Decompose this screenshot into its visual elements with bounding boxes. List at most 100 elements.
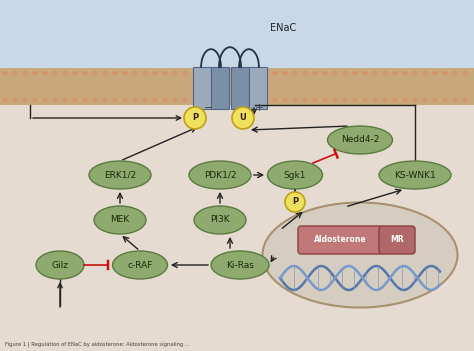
Circle shape <box>453 98 457 102</box>
Ellipse shape <box>379 161 451 189</box>
Circle shape <box>383 98 388 102</box>
Ellipse shape <box>89 161 151 189</box>
Circle shape <box>273 71 277 75</box>
Ellipse shape <box>211 251 269 279</box>
Ellipse shape <box>328 126 392 154</box>
Circle shape <box>233 71 237 75</box>
Circle shape <box>122 71 128 75</box>
Circle shape <box>143 71 147 75</box>
Circle shape <box>133 98 137 102</box>
Circle shape <box>302 98 308 102</box>
FancyBboxPatch shape <box>379 226 415 254</box>
Circle shape <box>363 71 367 75</box>
Text: Sgk1: Sgk1 <box>284 171 306 179</box>
Text: MEK: MEK <box>110 216 129 225</box>
Circle shape <box>43 71 47 75</box>
Circle shape <box>353 98 357 102</box>
Circle shape <box>373 98 377 102</box>
Circle shape <box>412 98 418 102</box>
Circle shape <box>73 98 78 102</box>
Text: MR: MR <box>390 236 404 245</box>
Circle shape <box>422 98 428 102</box>
Ellipse shape <box>263 203 457 307</box>
Circle shape <box>22 98 27 102</box>
Ellipse shape <box>189 161 251 189</box>
Circle shape <box>283 98 288 102</box>
Circle shape <box>412 71 418 75</box>
Circle shape <box>153 98 157 102</box>
Circle shape <box>332 71 337 75</box>
Text: P: P <box>292 198 298 206</box>
Circle shape <box>322 98 328 102</box>
Circle shape <box>12 98 18 102</box>
Circle shape <box>212 98 218 102</box>
Circle shape <box>12 71 18 75</box>
Text: +: + <box>255 103 264 113</box>
Circle shape <box>263 98 267 102</box>
Circle shape <box>402 98 408 102</box>
Circle shape <box>102 98 108 102</box>
Circle shape <box>153 71 157 75</box>
Circle shape <box>222 98 228 102</box>
Circle shape <box>192 98 198 102</box>
Circle shape <box>212 71 218 75</box>
Circle shape <box>184 107 206 129</box>
Bar <box>249 67 267 109</box>
Circle shape <box>343 71 347 75</box>
Circle shape <box>112 71 118 75</box>
Circle shape <box>373 71 377 75</box>
Circle shape <box>302 71 308 75</box>
Text: ERK1/2: ERK1/2 <box>104 171 136 179</box>
Circle shape <box>163 98 167 102</box>
Circle shape <box>232 107 254 129</box>
Circle shape <box>432 98 438 102</box>
Circle shape <box>453 71 457 75</box>
Circle shape <box>343 98 347 102</box>
Circle shape <box>243 98 247 102</box>
Text: ENaC: ENaC <box>270 23 296 33</box>
Text: Figure 1 | Regulation of ENaC by aldosterone: Aldosterone signaling ...: Figure 1 | Regulation of ENaC by aldoste… <box>5 342 190 347</box>
Circle shape <box>402 71 408 75</box>
Circle shape <box>133 71 137 75</box>
Circle shape <box>283 71 288 75</box>
Circle shape <box>422 71 428 75</box>
Circle shape <box>43 98 47 102</box>
Circle shape <box>443 71 447 75</box>
Circle shape <box>33 98 37 102</box>
Circle shape <box>273 98 277 102</box>
Circle shape <box>253 98 257 102</box>
Circle shape <box>182 98 188 102</box>
Ellipse shape <box>36 251 84 279</box>
Circle shape <box>312 98 318 102</box>
Bar <box>0 105 474 351</box>
Circle shape <box>263 71 267 75</box>
Circle shape <box>432 71 438 75</box>
Circle shape <box>192 71 198 75</box>
Text: P: P <box>192 113 198 122</box>
Circle shape <box>463 71 467 75</box>
Text: Ki-Ras: Ki-Ras <box>226 260 254 270</box>
Circle shape <box>2 98 8 102</box>
Circle shape <box>22 71 27 75</box>
Circle shape <box>102 71 108 75</box>
Text: PI3K: PI3K <box>210 216 230 225</box>
Circle shape <box>383 71 388 75</box>
Circle shape <box>2 71 8 75</box>
Circle shape <box>33 71 37 75</box>
Circle shape <box>63 71 67 75</box>
Circle shape <box>285 192 305 212</box>
Circle shape <box>392 98 398 102</box>
Circle shape <box>202 98 208 102</box>
Circle shape <box>92 98 98 102</box>
Circle shape <box>73 71 78 75</box>
Bar <box>193 67 211 109</box>
Circle shape <box>53 71 57 75</box>
Circle shape <box>92 71 98 75</box>
Circle shape <box>112 98 118 102</box>
Circle shape <box>143 98 147 102</box>
Circle shape <box>173 71 177 75</box>
Text: −: − <box>204 103 214 113</box>
Circle shape <box>53 98 57 102</box>
Circle shape <box>353 71 357 75</box>
FancyBboxPatch shape <box>298 226 382 254</box>
